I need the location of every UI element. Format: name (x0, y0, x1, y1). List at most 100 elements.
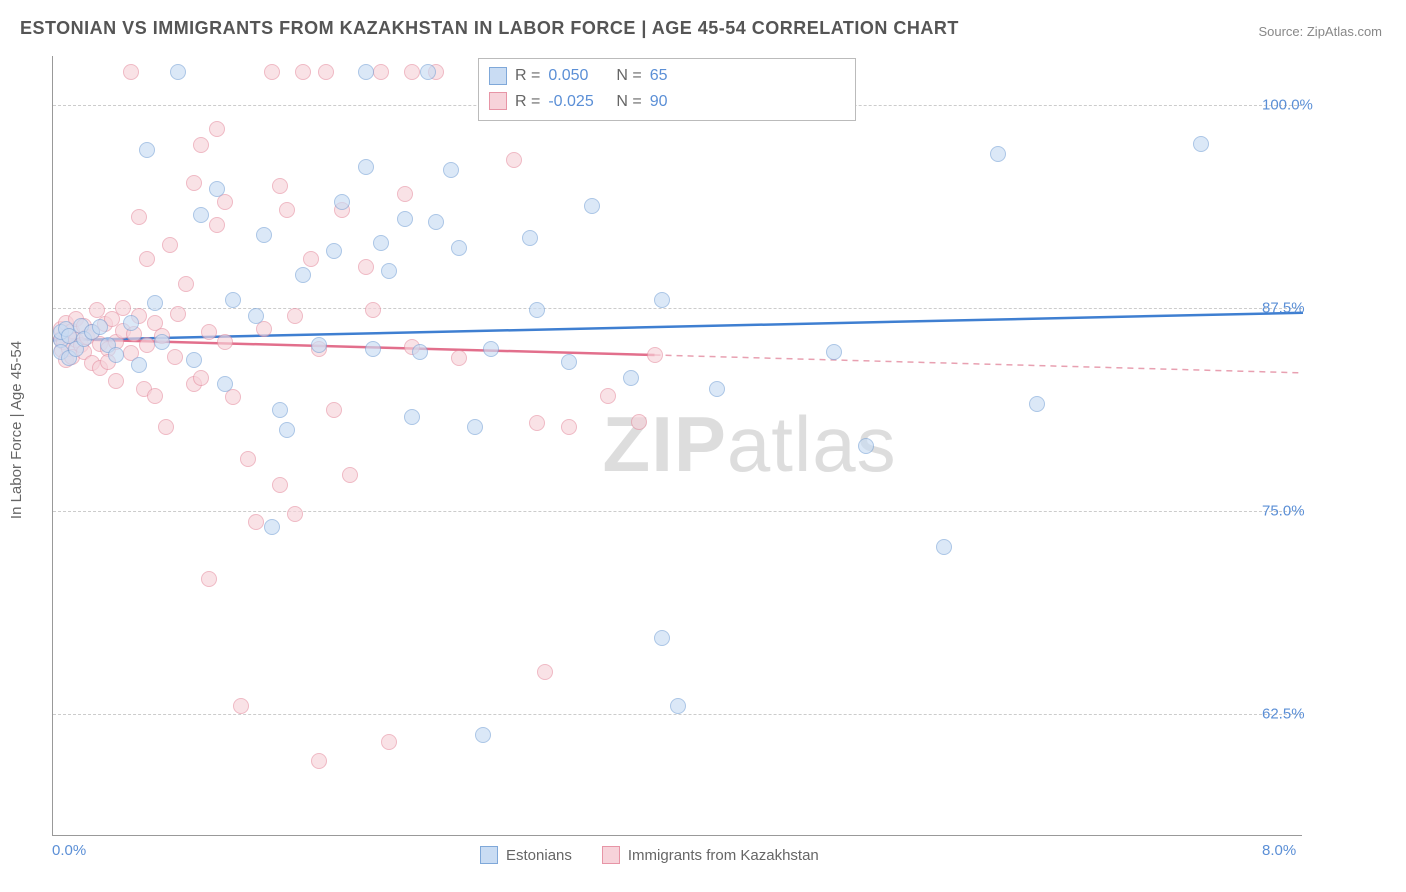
scatter-point (186, 175, 202, 191)
scatter-point (1193, 136, 1209, 152)
chart-title: ESTONIAN VS IMMIGRANTS FROM KAZAKHSTAN I… (20, 18, 959, 39)
scatter-point (209, 121, 225, 137)
scatter-point (311, 753, 327, 769)
r-value-1: 0.050 (548, 63, 608, 89)
scatter-point (654, 630, 670, 646)
scatter-point (451, 350, 467, 366)
legend-item-kazakhstan: Immigrants from Kazakhstan (602, 846, 819, 864)
scatter-point (990, 146, 1006, 162)
scatter-point (358, 159, 374, 175)
scatter-point (158, 419, 174, 435)
scatter-point (623, 370, 639, 386)
scatter-point (373, 64, 389, 80)
scatter-point (170, 64, 186, 80)
scatter-point (858, 438, 874, 454)
scatter-point (529, 415, 545, 431)
scatter-point (139, 251, 155, 267)
scatter-point (404, 409, 420, 425)
scatter-point (248, 514, 264, 530)
r-label-1: R = (515, 63, 540, 89)
scatter-point (186, 352, 202, 368)
scatter-point (139, 337, 155, 353)
scatter-point (123, 64, 139, 80)
scatter-point (467, 419, 483, 435)
scatter-point (326, 402, 342, 418)
scatter-point (654, 292, 670, 308)
scatter-point (373, 235, 389, 251)
scatter-point (483, 341, 499, 357)
scatter-point (123, 315, 139, 331)
scatter-point (139, 142, 155, 158)
scatter-point (256, 227, 272, 243)
scatter-point (233, 698, 249, 714)
scatter-point (358, 259, 374, 275)
scatter-point (326, 243, 342, 259)
plot-inner: ZIPatlas (53, 56, 1302, 835)
scatter-point (334, 194, 350, 210)
scatter-point (115, 300, 131, 316)
scatter-point (318, 64, 334, 80)
scatter-point (287, 506, 303, 522)
scatter-point (1029, 396, 1045, 412)
scatter-point (451, 240, 467, 256)
scatter-point (381, 263, 397, 279)
scatter-point (147, 295, 163, 311)
scatter-point (209, 181, 225, 197)
scatter-point (154, 334, 170, 350)
scatter-point (248, 308, 264, 324)
scatter-point (167, 349, 183, 365)
scatter-point (225, 292, 241, 308)
scatter-point (162, 237, 178, 253)
regression-lines (53, 56, 1302, 835)
gridline (53, 714, 1302, 715)
scatter-point (201, 324, 217, 340)
n-label-2: N = (616, 89, 641, 115)
scatter-point (217, 334, 233, 350)
scatter-point (193, 207, 209, 223)
swatch-estonians-b (480, 846, 498, 864)
regression-extrapolation-kazakhstan (655, 355, 1303, 373)
y-tick-label: 87.5% (1262, 299, 1305, 316)
swatch-kazakhstan-b (602, 846, 620, 864)
scatter-point (92, 319, 108, 335)
scatter-point (108, 347, 124, 363)
scatter-point (397, 211, 413, 227)
scatter-point (412, 344, 428, 360)
swatch-kazakhstan (489, 92, 507, 110)
n-value-1: 65 (650, 63, 710, 89)
gridline (53, 511, 1302, 512)
scatter-point (295, 64, 311, 80)
scatter-point (272, 477, 288, 493)
source-credit: Source: ZipAtlas.com (1258, 24, 1382, 39)
scatter-point (178, 276, 194, 292)
scatter-point (131, 357, 147, 373)
scatter-point (193, 137, 209, 153)
r-label-2: R = (515, 89, 540, 115)
scatter-point (279, 422, 295, 438)
scatter-point (201, 571, 217, 587)
legend-stats-row-2: R = -0.025 N = 90 (489, 89, 845, 115)
scatter-point (381, 734, 397, 750)
scatter-point (826, 344, 842, 360)
scatter-point (89, 302, 105, 318)
y-tick-label: 75.0% (1262, 503, 1305, 520)
legend-stats: R = 0.050 N = 65 R = -0.025 N = 90 (478, 58, 856, 121)
y-axis-label: In Labor Force | Age 45-54 (8, 341, 25, 519)
scatter-point (404, 64, 420, 80)
scatter-point (936, 539, 952, 555)
legend-label-kazakhstan: Immigrants from Kazakhstan (628, 847, 819, 864)
scatter-point (420, 64, 436, 80)
x-tick-8: 8.0% (1262, 842, 1296, 859)
scatter-point (647, 347, 663, 363)
scatter-point (561, 419, 577, 435)
scatter-point (131, 209, 147, 225)
y-tick-label: 100.0% (1262, 96, 1313, 113)
scatter-point (147, 388, 163, 404)
legend-label-estonians: Estonians (506, 847, 572, 864)
scatter-point (279, 202, 295, 218)
regression-line-estonians (53, 313, 1303, 341)
n-label-1: N = (616, 63, 641, 89)
scatter-point (108, 373, 124, 389)
gridline (53, 308, 1302, 309)
y-tick-label: 62.5% (1262, 706, 1305, 723)
